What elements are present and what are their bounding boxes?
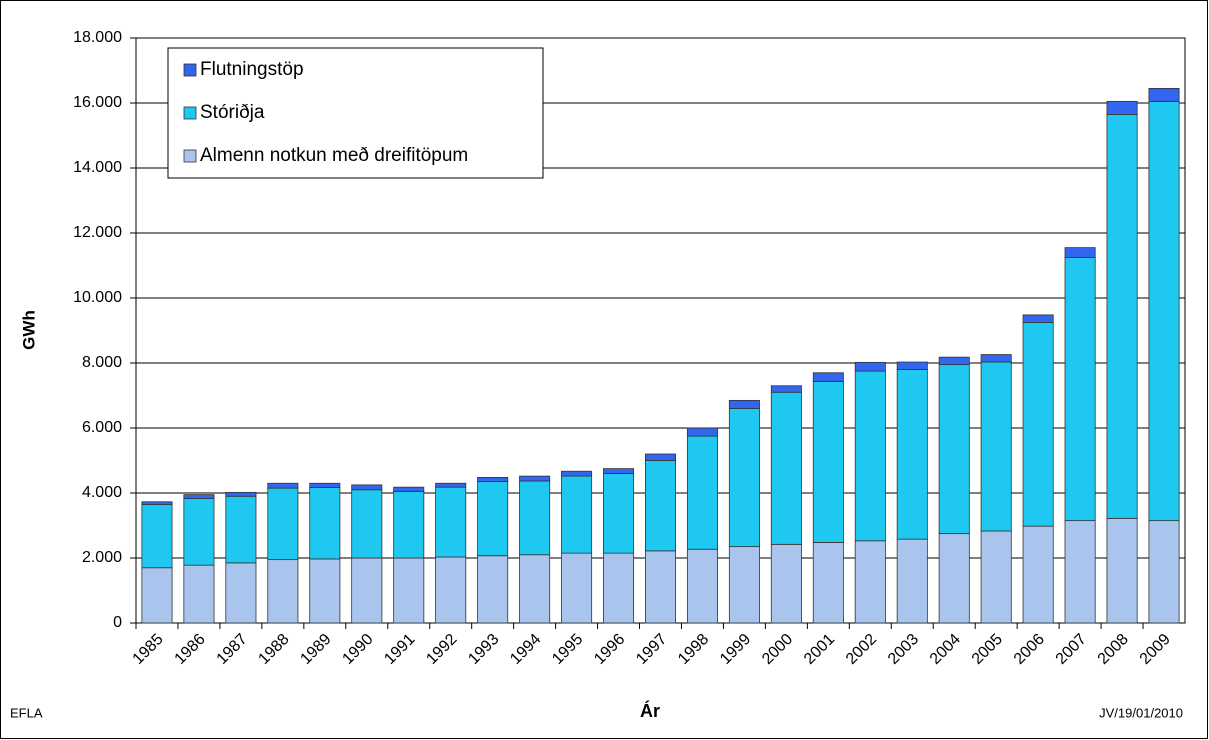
bar-segment bbox=[1064, 247, 1096, 258]
bar-segment bbox=[225, 495, 257, 564]
bar-segment bbox=[519, 475, 551, 482]
bar-segment bbox=[477, 555, 509, 624]
bar-segment bbox=[225, 491, 257, 497]
x-axis-label: Ár bbox=[640, 700, 660, 721]
y-tick-label: 6.000 bbox=[82, 419, 122, 436]
bar-segment bbox=[603, 552, 635, 624]
bar-segment bbox=[644, 453, 677, 461]
bar-segment bbox=[812, 542, 844, 624]
legend-swatch bbox=[183, 106, 197, 120]
y-tick-label: 4.000 bbox=[82, 484, 122, 501]
bar-segment bbox=[896, 538, 928, 624]
bar-segment bbox=[854, 361, 886, 372]
bar-segment bbox=[980, 354, 1012, 363]
legend-label: Almenn notkun með dreifitöpum bbox=[200, 145, 468, 166]
bar-segment bbox=[644, 460, 677, 552]
y-axis-label: GWh bbox=[19, 310, 38, 350]
bar-segment bbox=[603, 473, 635, 554]
bar-segment bbox=[183, 494, 215, 499]
bar-segment bbox=[183, 498, 215, 566]
bar-segment bbox=[896, 369, 928, 540]
bar-segment bbox=[141, 501, 173, 505]
annotation: EFLA bbox=[10, 705, 43, 720]
y-tick-label: 8.000 bbox=[82, 354, 122, 371]
legend-swatch bbox=[183, 149, 197, 163]
bar-segment bbox=[561, 470, 593, 477]
y-tick-label: 10.000 bbox=[73, 289, 122, 306]
bar-segment bbox=[267, 482, 299, 489]
bar-segment bbox=[1148, 100, 1180, 522]
bar-segment bbox=[770, 391, 802, 545]
bar-segment bbox=[980, 361, 1012, 532]
bar-segment bbox=[561, 475, 593, 554]
bar-segment bbox=[854, 370, 886, 542]
bar-segment bbox=[183, 564, 215, 624]
bar-segment bbox=[435, 482, 467, 488]
bar-segment bbox=[1148, 87, 1180, 102]
bar-segment bbox=[309, 558, 341, 624]
bar-segment bbox=[351, 557, 383, 624]
bar-segment bbox=[1064, 256, 1096, 522]
y-tick-label: 2.000 bbox=[82, 549, 122, 566]
bar-segment bbox=[225, 562, 257, 624]
y-tick-label: 12.000 bbox=[73, 224, 122, 241]
bar-segment bbox=[141, 503, 173, 569]
legend-swatch bbox=[183, 63, 197, 77]
bar-segment bbox=[938, 364, 970, 535]
bar-segment bbox=[141, 567, 173, 624]
bar-segment bbox=[393, 490, 425, 559]
bar-segment bbox=[603, 468, 635, 474]
bar-segment bbox=[644, 550, 677, 624]
legend-box bbox=[167, 47, 544, 179]
bar-segment bbox=[1106, 517, 1138, 624]
bar-segment bbox=[1106, 113, 1138, 519]
bar-segment bbox=[309, 482, 341, 488]
legend-label: Flutningstöp bbox=[200, 59, 304, 80]
bar-segment bbox=[1106, 100, 1138, 115]
bar-segment bbox=[686, 548, 718, 624]
bar-segment bbox=[770, 543, 802, 624]
bar-segment bbox=[1022, 321, 1054, 527]
bar-segment bbox=[477, 476, 509, 483]
bar-segment bbox=[435, 556, 467, 624]
bar-segment bbox=[435, 486, 467, 558]
bar-segment bbox=[267, 559, 299, 624]
bar-segment bbox=[854, 540, 886, 624]
bar-segment bbox=[938, 356, 970, 366]
bar-segment bbox=[728, 546, 760, 624]
bar-segment bbox=[1148, 520, 1180, 624]
bar-segment bbox=[267, 487, 299, 561]
legend-label: Stóriðja bbox=[200, 102, 265, 123]
bar-segment bbox=[309, 487, 341, 560]
bar-segment bbox=[477, 481, 509, 557]
bar-segment bbox=[393, 557, 425, 624]
bar-segment bbox=[393, 486, 425, 492]
bar-segment bbox=[980, 530, 1012, 624]
bar-segment bbox=[1022, 314, 1054, 323]
y-tick-label: 0 bbox=[113, 614, 122, 631]
y-tick-label: 16.000 bbox=[73, 94, 122, 111]
bar-segment bbox=[351, 484, 383, 491]
bar-segment bbox=[351, 489, 383, 559]
bar-segment bbox=[770, 385, 802, 393]
bar-segment bbox=[686, 427, 718, 437]
bar-segment bbox=[686, 435, 718, 550]
bar-segment bbox=[519, 554, 551, 624]
y-tick-label: 14.000 bbox=[73, 159, 122, 176]
annotation: JV/19/01/2010 bbox=[1099, 705, 1183, 720]
bar-segment bbox=[1022, 525, 1054, 624]
bar-segment bbox=[728, 399, 760, 409]
bar-segment bbox=[519, 480, 551, 556]
bar-segment bbox=[812, 372, 844, 382]
y-tick-label: 18.000 bbox=[73, 29, 122, 46]
bar-segment bbox=[561, 552, 593, 624]
bar-segment bbox=[938, 533, 970, 624]
bar-segment bbox=[812, 381, 844, 543]
bar-segment bbox=[896, 361, 928, 370]
bar-segment bbox=[1064, 520, 1096, 624]
bar-segment bbox=[728, 408, 760, 548]
